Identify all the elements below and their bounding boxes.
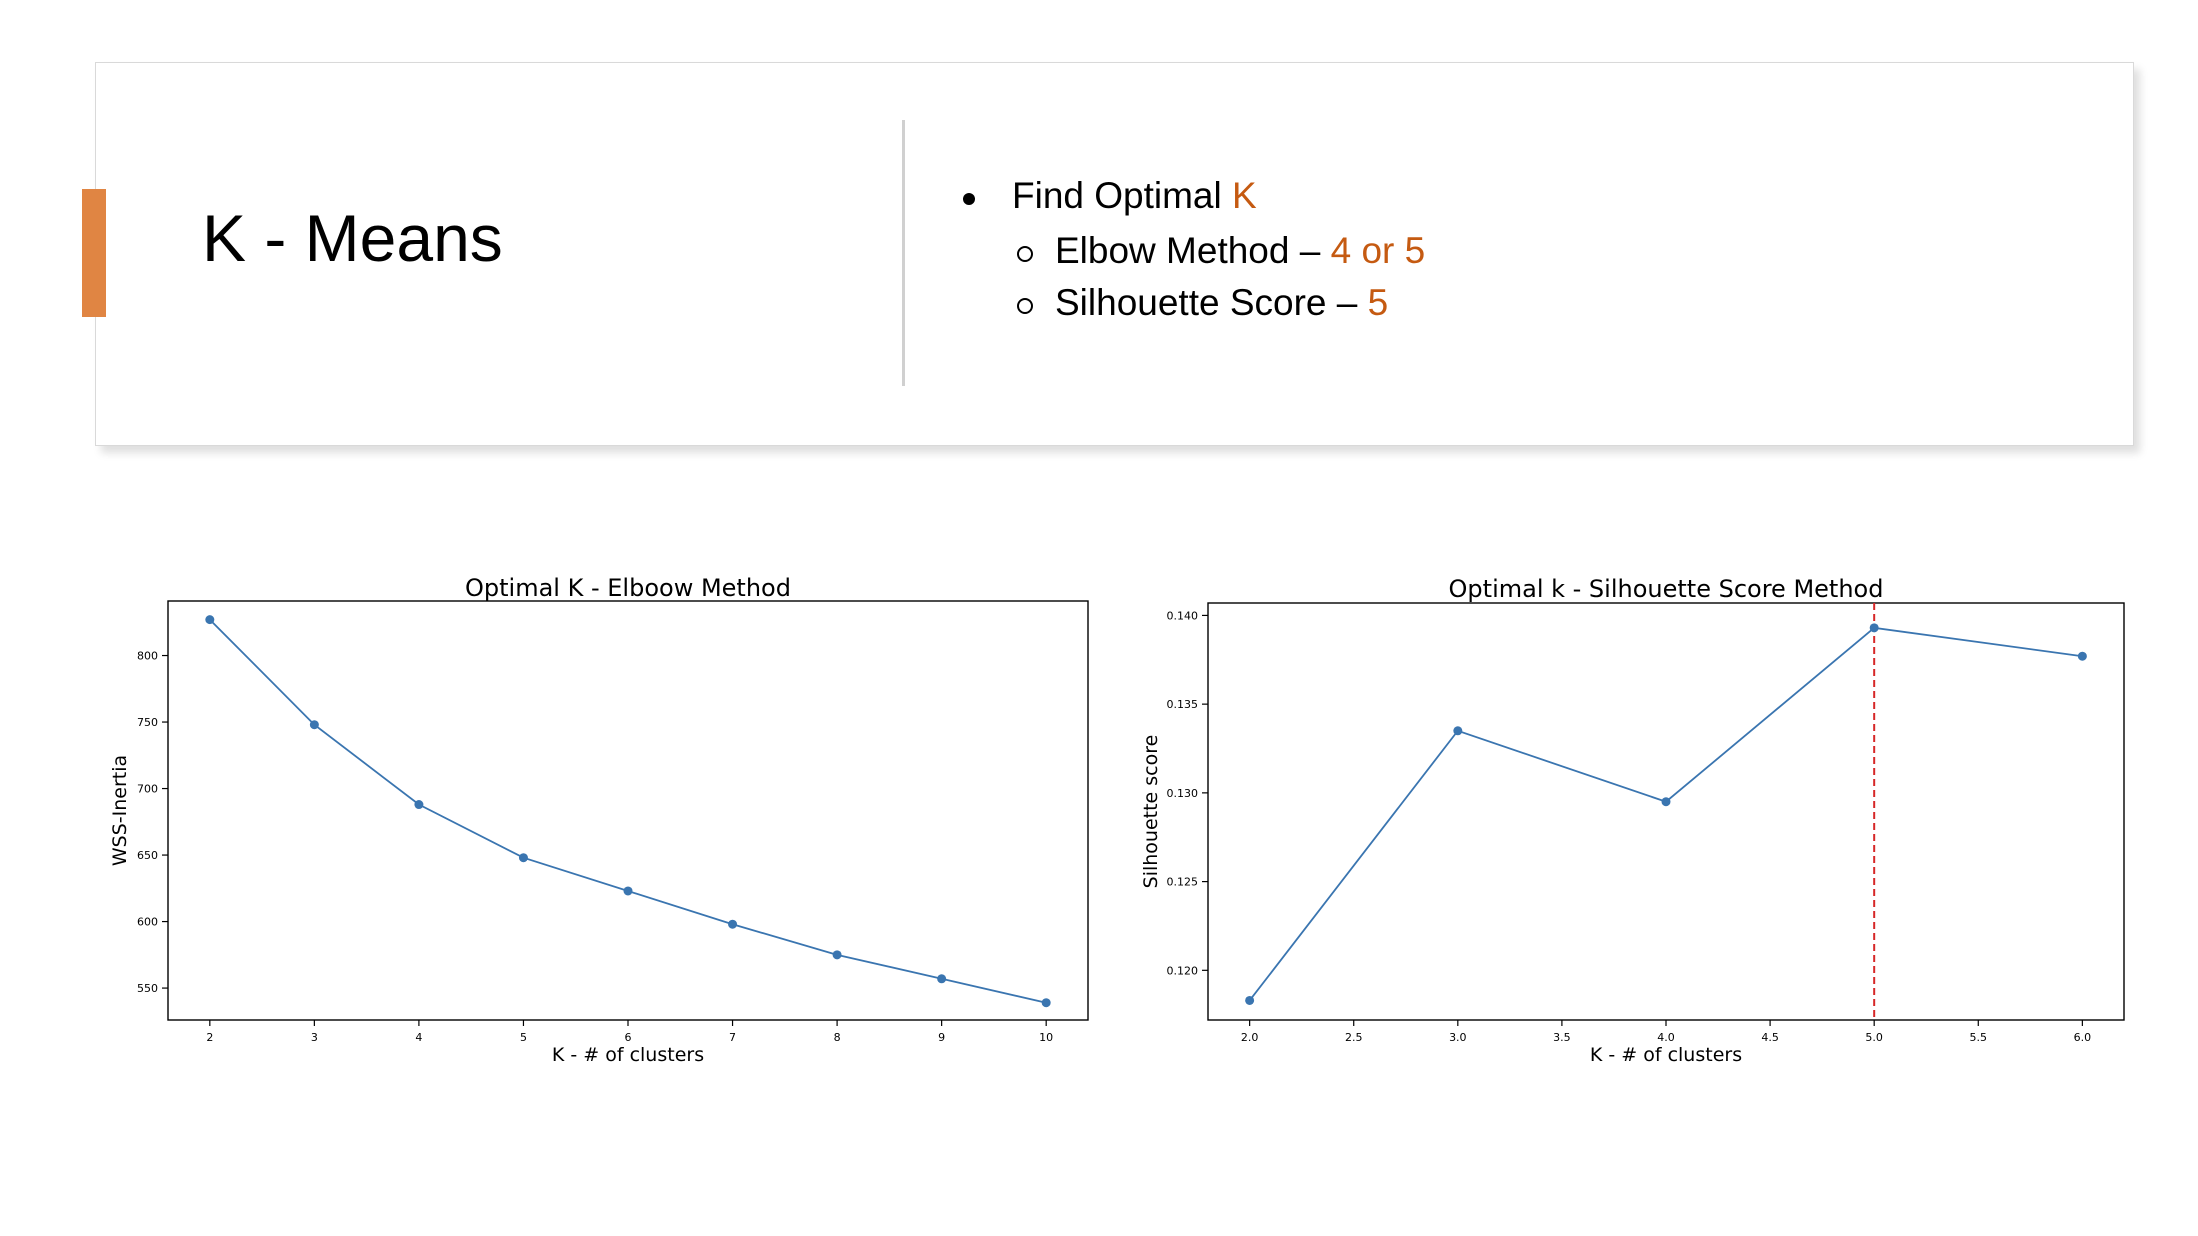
y-axis-label: WSS-Inertia bbox=[109, 755, 131, 866]
x-tick-label: 5.5 bbox=[1970, 1031, 1988, 1044]
data-point bbox=[1041, 998, 1051, 1008]
x-axis-label: K - # of clusters bbox=[552, 1044, 704, 1066]
x-tick-label: 7 bbox=[729, 1031, 736, 1044]
plot-frame bbox=[167, 600, 1089, 1021]
bullet-circle-icon bbox=[1017, 298, 1033, 314]
y-axis-label: Silhouette score bbox=[1140, 735, 1162, 889]
divider bbox=[902, 120, 905, 386]
series-line bbox=[209, 618, 1047, 1004]
data-point bbox=[728, 919, 738, 929]
data-point bbox=[832, 950, 842, 960]
data-point bbox=[414, 800, 424, 810]
y-tick-label: 0.120 bbox=[1167, 964, 1199, 977]
bullet-highlight: 4 or 5 bbox=[1330, 230, 1426, 271]
x-tick-label: 4.0 bbox=[1657, 1031, 1675, 1044]
y-tick-label: 700 bbox=[137, 783, 158, 796]
bullet-elbow-method: Elbow Method – 4 or 5 bbox=[1017, 230, 1426, 272]
x-axis-label: K - # of clusters bbox=[1590, 1044, 1742, 1066]
bullet-highlight: 5 bbox=[1367, 282, 1389, 323]
x-tick-label: 4 bbox=[415, 1031, 422, 1044]
data-point bbox=[1245, 995, 1255, 1005]
y-tick-label: 0.125 bbox=[1167, 876, 1199, 889]
x-tick-label: 5.0 bbox=[1865, 1031, 1883, 1044]
x-tick-label: 8 bbox=[834, 1031, 841, 1044]
x-tick-label: 2 bbox=[206, 1031, 213, 1044]
bullet-text: Silhouette Score – bbox=[1055, 282, 1368, 323]
data-point bbox=[1661, 797, 1671, 807]
x-tick-label: 6 bbox=[625, 1031, 632, 1044]
bullet-highlight: K bbox=[1232, 175, 1257, 216]
bullet-circle-icon bbox=[1017, 246, 1033, 262]
y-tick-label: 650 bbox=[137, 849, 158, 862]
x-tick-label: 9 bbox=[938, 1031, 945, 1044]
bullet-dot-icon bbox=[963, 193, 975, 205]
x-tick-label: 10 bbox=[1039, 1031, 1053, 1044]
y-tick-label: 750 bbox=[137, 716, 158, 729]
y-tick-label: 800 bbox=[137, 650, 158, 663]
bullet-silhouette-score: Silhouette Score – 5 bbox=[1017, 282, 1389, 324]
bullet-text: Elbow Method – bbox=[1055, 230, 1331, 271]
data-point bbox=[1869, 623, 1879, 633]
data-point bbox=[309, 720, 319, 730]
plot-frame bbox=[1207, 602, 2125, 1021]
x-tick-label: 2.0 bbox=[1241, 1031, 1259, 1044]
data-point bbox=[937, 974, 947, 984]
y-tick-label: 550 bbox=[137, 982, 158, 995]
bullet-find-optimal-k: Find Optimal K bbox=[963, 175, 1257, 217]
data-point bbox=[623, 886, 633, 896]
x-tick-label: 3.0 bbox=[1449, 1031, 1467, 1044]
x-tick-label: 5 bbox=[520, 1031, 527, 1044]
y-tick-label: 600 bbox=[137, 916, 158, 929]
y-tick-label: 0.140 bbox=[1167, 609, 1199, 622]
x-tick-label: 3 bbox=[311, 1031, 318, 1044]
slide-title: K - Means bbox=[202, 201, 503, 275]
y-tick-label: 0.130 bbox=[1167, 787, 1199, 800]
data-point bbox=[205, 615, 215, 625]
chart-title: Optimal k - Silhouette Score Method bbox=[1449, 575, 1884, 603]
data-point bbox=[2077, 651, 2087, 661]
accent-bar bbox=[82, 189, 106, 317]
bullet-text: Find Optimal bbox=[1012, 175, 1233, 216]
x-tick-label: 3.5 bbox=[1553, 1031, 1571, 1044]
y-tick-label: 0.135 bbox=[1167, 698, 1199, 711]
chart-title: Optimal K - Elboow Method bbox=[465, 574, 791, 602]
header-card bbox=[95, 62, 2134, 446]
x-tick-label: 4.5 bbox=[1761, 1031, 1779, 1044]
series-line bbox=[1248, 626, 2083, 1002]
x-tick-label: 6.0 bbox=[2074, 1031, 2092, 1044]
data-point bbox=[1453, 726, 1463, 736]
x-tick-label: 2.5 bbox=[1345, 1031, 1363, 1044]
data-point bbox=[518, 853, 528, 863]
